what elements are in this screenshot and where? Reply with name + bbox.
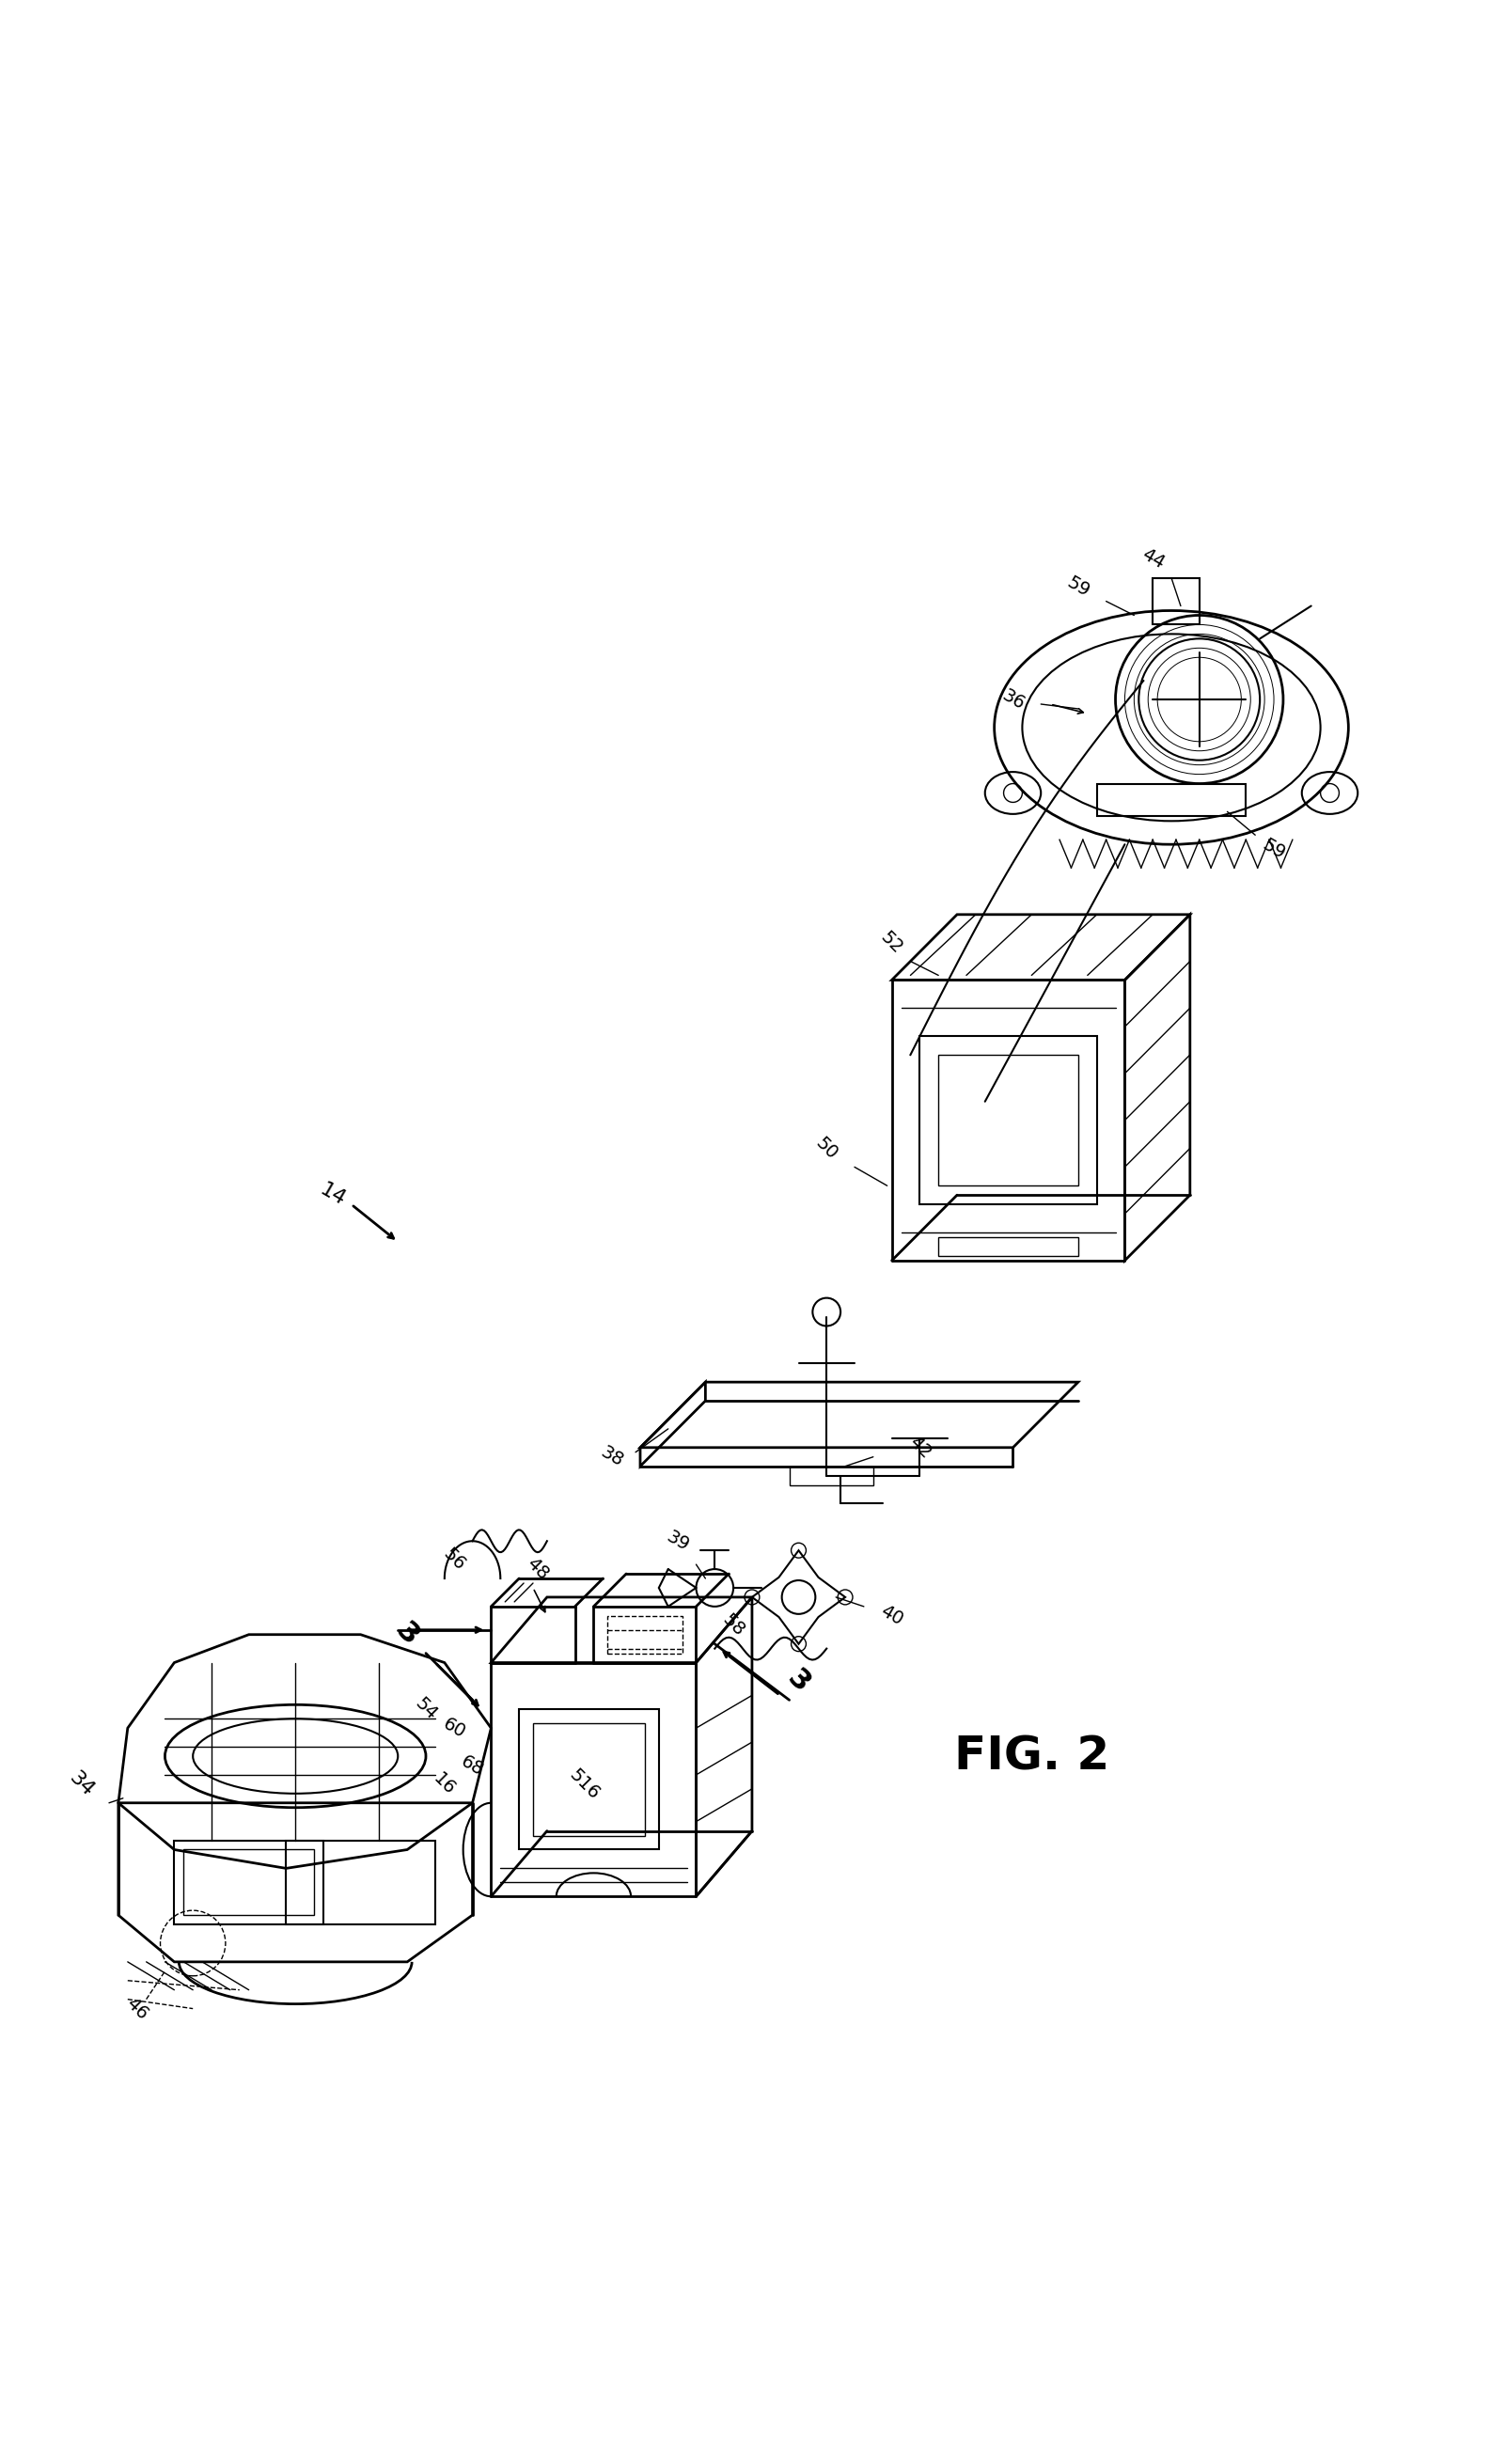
Text: 16: 16 — [429, 1769, 459, 1799]
Text: 68: 68 — [458, 1752, 488, 1779]
Bar — [534, 1722, 646, 1836]
Bar — [286, 1841, 435, 1924]
Bar — [1097, 784, 1246, 816]
Text: 44: 44 — [1138, 545, 1167, 572]
Text: 48: 48 — [523, 1555, 552, 1584]
Text: 58: 58 — [719, 1611, 748, 1641]
Text: 38: 38 — [598, 1444, 626, 1471]
Text: 34: 34 — [66, 1769, 97, 1801]
Text: 50: 50 — [813, 1133, 841, 1163]
Bar — [789, 1466, 874, 1486]
Text: 516: 516 — [565, 1767, 602, 1804]
Text: 39: 39 — [663, 1528, 692, 1555]
Text: FIG. 2: FIG. 2 — [954, 1735, 1109, 1779]
Text: 42: 42 — [905, 1434, 935, 1461]
Text: 36: 36 — [999, 685, 1027, 712]
Text: 59: 59 — [1063, 574, 1093, 601]
Text: 54: 54 — [412, 1695, 440, 1725]
Text: 3: 3 — [391, 1619, 423, 1651]
Text: 40: 40 — [877, 1602, 907, 1629]
Bar — [938, 1055, 1078, 1185]
Text: 56: 56 — [440, 1545, 468, 1574]
Bar — [1153, 579, 1199, 626]
Text: 14: 14 — [316, 1180, 349, 1210]
Bar — [608, 1616, 683, 1653]
Bar — [519, 1710, 659, 1850]
Text: 3: 3 — [781, 1666, 816, 1698]
Text: 46: 46 — [122, 1993, 152, 2023]
Bar — [938, 1237, 1078, 1257]
Text: 52: 52 — [877, 929, 907, 956]
Bar — [174, 1841, 324, 1924]
Text: 59: 59 — [1260, 835, 1288, 862]
Text: 60: 60 — [440, 1715, 468, 1742]
Bar — [183, 1850, 315, 1915]
Bar — [920, 1035, 1097, 1205]
